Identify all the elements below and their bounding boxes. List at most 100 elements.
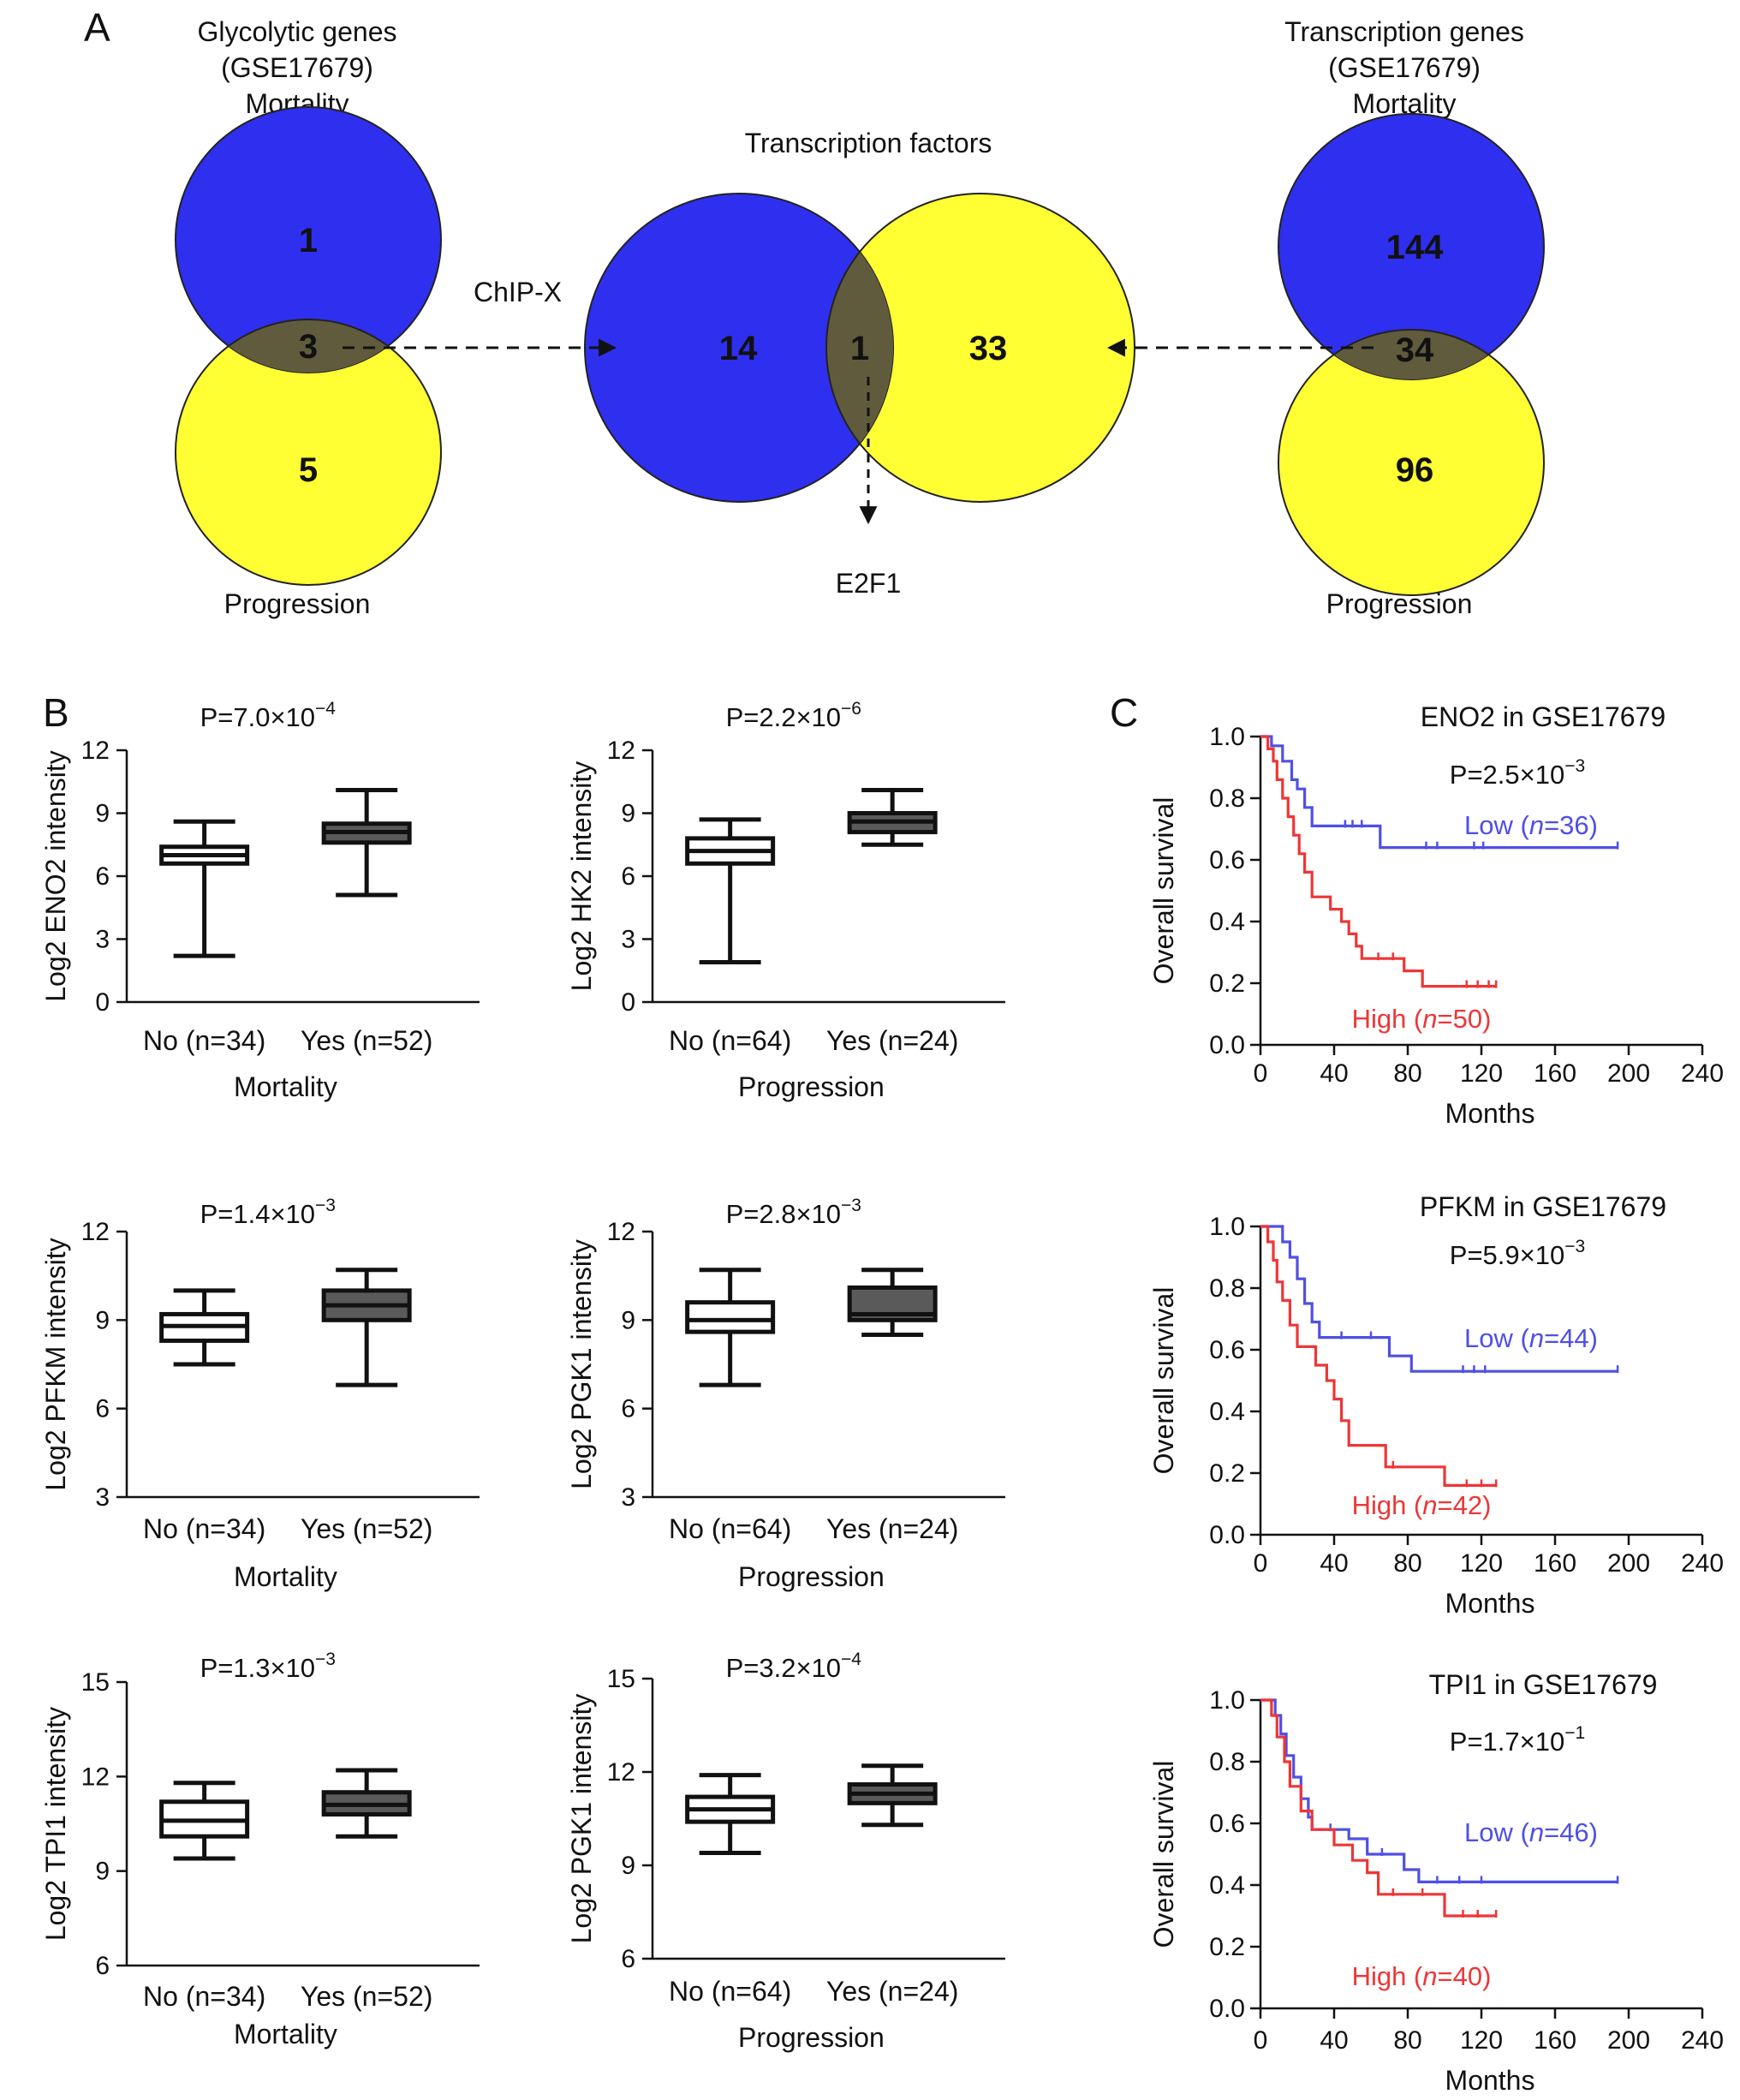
category-label: Yes (n=24): [826, 1025, 958, 1056]
series-label-high-label_n: n: [1422, 1004, 1437, 1034]
x-axis-title: Progression: [738, 1071, 885, 1102]
category-label: No (n=64): [669, 1976, 791, 2007]
category-label: Yes (n=52): [301, 1513, 432, 1544]
y-tick-label: 0.6: [1209, 846, 1245, 874]
p-value-base: P=1.4×10: [200, 1199, 315, 1229]
p-value-exponent: −4: [315, 699, 336, 719]
y-tick-label: 0.6: [1209, 1810, 1245, 1838]
y-tick-label: 0.0: [1209, 1031, 1245, 1059]
panel-letter-a: A: [84, 5, 110, 50]
boxplot-pfkm: 3 6 9 12 No (n=34) Yes (n=52) Mortality Log2 PF…: [40, 1196, 480, 1592]
x-axis-title: Progression: [738, 1561, 885, 1592]
y-tick-label: 9: [621, 1852, 635, 1880]
boxplot-tpi1: 6 9 12 15 No (n=34) Yes (n=52) Mortality Log2 T…: [40, 1650, 480, 2049]
y-tick-label: 0.8: [1209, 1274, 1245, 1303]
series-label-low-label_post: =36): [1544, 810, 1598, 840]
chart-title: TPI1 in GSE17679: [1429, 1669, 1658, 1700]
chart-title: PFKM in GSE17679: [1420, 1191, 1666, 1222]
y-tick-label: 0.4: [1209, 1398, 1245, 1426]
x-axis-title: Mortality: [234, 2019, 337, 2049]
category-label: Yes (n=52): [301, 1981, 432, 2012]
y-tick-label: 1.0: [1209, 723, 1245, 751]
venn-left-overlap-count: 3: [299, 328, 318, 366]
charts-layer: 0 3 6 9 12 No (n=34) Yes (n=52) Mortality Log2 E…: [40, 699, 1724, 2096]
x-axis-title: Months: [1445, 1098, 1535, 1129]
p-value-exponent: −1: [1564, 1723, 1585, 1743]
category-label: No (n=34): [143, 1513, 265, 1544]
venn-right-bottom-label: Progression: [1326, 588, 1473, 619]
x-tick-label: 40: [1320, 1059, 1348, 1088]
y-tick-label: 1.0: [1209, 1686, 1245, 1715]
p-value-base: P=2.5×10: [1450, 760, 1564, 790]
category-label: Yes (n=24): [826, 1513, 958, 1544]
survival-curve-high: [1260, 735, 1497, 988]
y-axis-title: Log2 PGK1 intensity: [566, 1239, 597, 1489]
p-value-base: P=2.2×10: [726, 702, 841, 732]
series-label-low-label_pre: Low (: [1464, 1817, 1529, 1847]
y-tick-label: 12: [81, 1218, 110, 1246]
venn-transcription-factors: Transcription factors 14 1 33 E2F1: [584, 128, 1135, 599]
series-label-high-label_pre: High (: [1352, 1004, 1423, 1034]
p-value-exponent: −3: [1564, 756, 1585, 776]
km-km-pfkm: 0.0 0.2 0.4 0.6 0.8 1.0 0 40 80 120 160 200 240 Month…: [1148, 1191, 1724, 1619]
p-value-exponent: −3: [1564, 1237, 1585, 1256]
series-label-high-label_pre: High (: [1352, 1490, 1423, 1520]
y-tick-label: 0: [621, 988, 635, 1017]
series-label-low-label_n: n: [1529, 1817, 1544, 1847]
chart-title: ENO2 in GSE17679: [1421, 701, 1666, 732]
x-axis-title: Months: [1445, 2065, 1535, 2096]
y-tick-label: 15: [81, 1668, 110, 1697]
series-label-low-label_pre: Low (: [1464, 1323, 1529, 1353]
x-tick-label: 120: [1460, 2026, 1503, 2055]
y-tick-label: 0.4: [1209, 1871, 1245, 1900]
series-label-high-label_pre: High (: [1352, 1961, 1423, 1991]
series-label-high-label_n: n: [1422, 1490, 1437, 1520]
p-value-exponent: −4: [841, 1650, 861, 1669]
venn-mid-right-count: 33: [969, 330, 1008, 367]
x-tick-label: 240: [1681, 2026, 1724, 2055]
series-label-high-label_n: n: [1422, 1961, 1437, 1991]
boxplot-pgk1b: 6 9 12 15 No (n=64) Yes (n=24) Progression Log2…: [566, 1650, 1005, 2053]
category-label: Yes (n=52): [301, 1025, 432, 1056]
y-tick-label: 1.0: [1209, 1213, 1245, 1241]
y-tick-label: 0.0: [1209, 1521, 1245, 1549]
venn-left-top-count: 1: [299, 222, 318, 260]
y-axis-title: Log2 PFKM intensity: [40, 1238, 71, 1490]
x-tick-label: 200: [1607, 2026, 1650, 2055]
y-tick-label: 9: [621, 800, 635, 828]
y-axis-title: Overall survival: [1148, 1287, 1179, 1475]
y-tick-label: 12: [607, 1218, 635, 1246]
y-tick-label: 9: [95, 1858, 110, 1886]
category-label: No (n=34): [143, 1025, 265, 1056]
venn-right-bottom-count: 96: [1396, 451, 1434, 489]
p-value-exponent: −3: [315, 1650, 336, 1669]
y-tick-label: 0.4: [1209, 908, 1245, 936]
x-axis-title: Months: [1445, 1588, 1535, 1619]
survival-curve-high: [1260, 1225, 1497, 1488]
category-label: Yes (n=24): [826, 1976, 958, 2007]
x-axis-title: Mortality: [234, 1071, 337, 1102]
series-label-low-label_pre: Low (: [1464, 810, 1529, 840]
series-label-low: Low (n=46): [1464, 1817, 1598, 1847]
survival-curve-low: [1260, 1698, 1618, 1883]
y-tick-label: 6: [95, 862, 110, 891]
y-tick-label: 0.6: [1209, 1336, 1245, 1364]
y-tick-label: 6: [95, 1395, 110, 1423]
y-axis-title: Log2 PGK1 intensity: [566, 1694, 597, 1944]
venn-right-overlap-count: 34: [1396, 331, 1434, 369]
y-tick-label: 12: [81, 737, 110, 765]
y-axis-title: Log2 ENO2 intensity: [40, 750, 71, 1002]
venn-right-title-1: Transcription genes: [1284, 16, 1524, 47]
venn-mid-overlap-count: 1: [850, 330, 869, 367]
y-tick-label: 6: [621, 1945, 635, 1973]
p-value-base: P=5.9×10: [1450, 1240, 1564, 1270]
boxplot-pgk1a: 3 6 9 12 No (n=64) Yes (n=24) Progression Log2 …: [566, 1196, 1005, 1592]
venn-left-title-2: (GSE17679): [221, 52, 373, 83]
p-value-base: P=1.7×10: [1450, 1727, 1564, 1757]
p-value: P=2.8×10−3: [726, 1196, 861, 1229]
x-tick-label: 120: [1460, 1059, 1503, 1088]
x-tick-label: 80: [1393, 1549, 1421, 1578]
p-value: P=1.4×10−3: [200, 1196, 336, 1229]
